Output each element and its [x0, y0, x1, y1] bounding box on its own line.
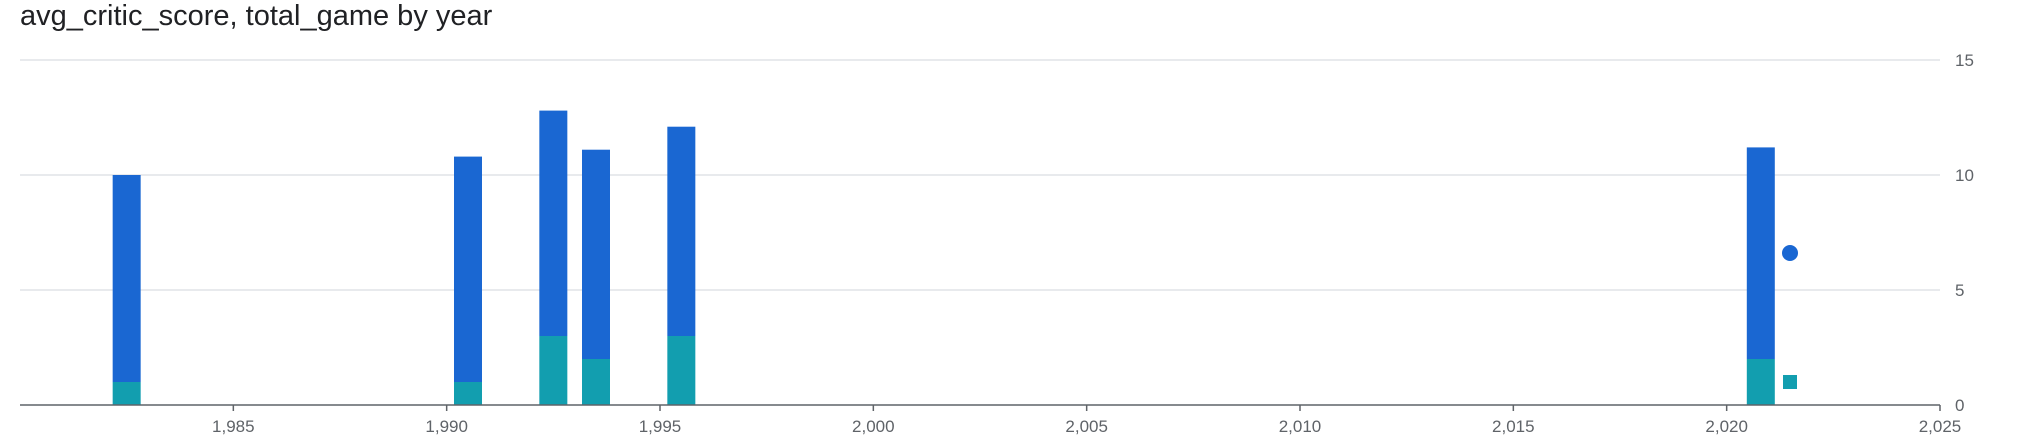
bars [112, 110, 1775, 405]
legend-marker-circle [1782, 245, 1798, 261]
chart-title: avg_critic_score, total_game by year [20, 0, 493, 32]
x-tick-label: 1,990 [425, 417, 468, 436]
bar-total_game [1746, 359, 1775, 405]
bar-total_game [539, 336, 568, 405]
bar-avg_critic_score [454, 156, 482, 382]
y-tick-label: 0 [1955, 396, 1964, 415]
y-tick-label: 15 [1955, 51, 1974, 70]
x-tick-label: 2,000 [852, 417, 895, 436]
x-tick-label: 2,020 [1705, 417, 1748, 436]
x-tick-label: 2,005 [1065, 417, 1108, 436]
bar-total_game [582, 359, 610, 405]
x-tick-label: 1,985 [212, 417, 255, 436]
y-tick-label: 10 [1955, 166, 1974, 185]
legend [1782, 245, 1798, 389]
bar-total_game [454, 382, 482, 405]
bar-avg_critic_score [112, 175, 141, 382]
bar-avg_critic_score [667, 126, 696, 336]
bar-avg_critic_score [582, 149, 610, 359]
x-tick-label: 2,015 [1492, 417, 1535, 436]
bar-avg_critic_score [539, 110, 568, 336]
bar-total_game [112, 382, 141, 405]
x-tick-label: 1,995 [639, 417, 682, 436]
bar-avg_critic_score [1746, 147, 1775, 359]
y-tick-label: 5 [1955, 281, 1964, 300]
x-tick-label: 2,025 [1919, 417, 1962, 436]
bar-total_game [667, 336, 696, 405]
grid-lines [20, 59, 1940, 291]
legend-marker-square [1783, 375, 1797, 389]
x-tick-label: 2,010 [1279, 417, 1322, 436]
axes: 0 5 10 15 1,985 1,990 1,995 2,000 2,005 2,010 2,01… [20, 51, 1974, 436]
